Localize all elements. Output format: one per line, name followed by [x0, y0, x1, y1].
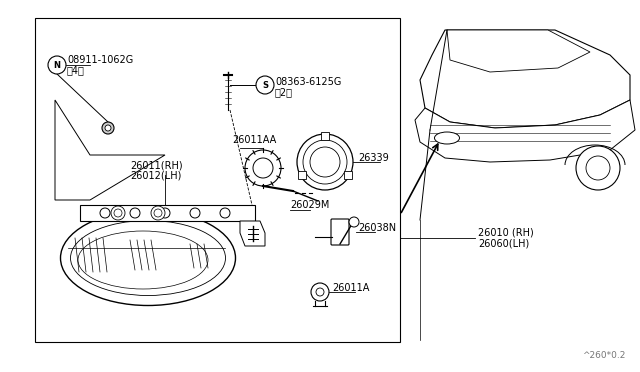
- Bar: [80, 205, 255, 221]
- Bar: [35, 18, 400, 342]
- Circle shape: [316, 288, 324, 296]
- Text: ^260*0.2: ^260*0.2: [582, 351, 625, 360]
- Text: 26011(RH): 26011(RH): [130, 160, 182, 170]
- Circle shape: [576, 146, 620, 190]
- Circle shape: [253, 158, 273, 178]
- Circle shape: [297, 134, 353, 190]
- Circle shape: [102, 122, 114, 134]
- Text: 26011AA: 26011AA: [232, 135, 276, 145]
- Circle shape: [160, 208, 170, 218]
- Circle shape: [48, 56, 66, 74]
- Circle shape: [349, 217, 359, 227]
- Text: 08911-1062G: 08911-1062G: [67, 55, 133, 65]
- Circle shape: [220, 208, 230, 218]
- FancyBboxPatch shape: [298, 171, 307, 179]
- Polygon shape: [447, 30, 590, 72]
- FancyBboxPatch shape: [321, 132, 329, 140]
- Circle shape: [256, 76, 274, 94]
- Circle shape: [310, 147, 340, 177]
- Ellipse shape: [70, 221, 225, 295]
- Text: 26012(LH): 26012(LH): [130, 170, 181, 180]
- Circle shape: [303, 140, 347, 184]
- Circle shape: [311, 283, 329, 301]
- Text: （2）: （2）: [275, 87, 293, 97]
- Circle shape: [130, 208, 140, 218]
- Text: N: N: [54, 61, 61, 70]
- Text: S: S: [262, 80, 268, 90]
- Polygon shape: [420, 30, 630, 128]
- Circle shape: [105, 125, 111, 131]
- Polygon shape: [415, 100, 635, 162]
- Text: 08363-6125G: 08363-6125G: [275, 77, 341, 87]
- Text: 26011A: 26011A: [332, 283, 369, 293]
- Circle shape: [586, 156, 610, 180]
- Text: 26029M: 26029M: [290, 200, 330, 210]
- Circle shape: [245, 150, 281, 186]
- Text: 26339: 26339: [358, 153, 388, 163]
- Circle shape: [151, 206, 165, 220]
- Text: 26038N: 26038N: [358, 223, 396, 233]
- FancyBboxPatch shape: [331, 219, 349, 245]
- Circle shape: [190, 208, 200, 218]
- FancyBboxPatch shape: [344, 171, 351, 179]
- Polygon shape: [55, 100, 165, 200]
- Circle shape: [111, 206, 125, 220]
- Text: （4）: （4）: [67, 65, 85, 75]
- Text: 26060(LH): 26060(LH): [478, 239, 529, 249]
- Circle shape: [114, 209, 122, 217]
- Text: 26010 (RH): 26010 (RH): [478, 227, 534, 237]
- Circle shape: [154, 209, 162, 217]
- Circle shape: [100, 208, 110, 218]
- Ellipse shape: [61, 211, 236, 305]
- Polygon shape: [240, 221, 265, 246]
- Ellipse shape: [435, 132, 460, 144]
